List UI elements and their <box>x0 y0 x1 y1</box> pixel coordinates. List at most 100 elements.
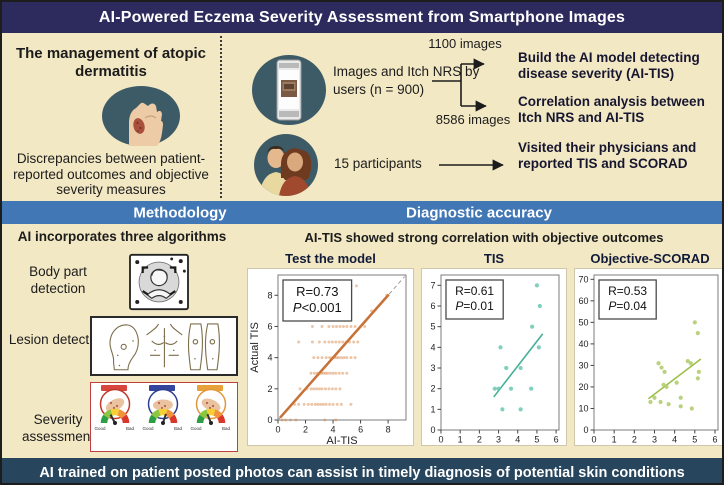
svg-text:8: 8 <box>267 290 272 300</box>
step-body-part-label: Body part detection <box>29 264 87 296</box>
svg-text:0: 0 <box>591 435 596 445</box>
results-section: AI incorporates three algorithms Body pa… <box>2 224 722 458</box>
lesion-detection-illustration <box>90 316 238 376</box>
svg-text:4: 4 <box>331 425 336 435</box>
svg-text:2: 2 <box>267 384 272 394</box>
problem-description: Discrepancies between patient-reported o… <box>13 151 209 198</box>
svg-text:3: 3 <box>496 435 501 445</box>
svg-text:30: 30 <box>578 360 588 370</box>
svg-text:0: 0 <box>430 425 435 435</box>
images-count-1100: 1100 images <box>428 36 502 51</box>
smartphone-icon <box>251 54 327 126</box>
svg-text:6: 6 <box>267 321 272 331</box>
methodology-header: Methodology <box>133 204 227 221</box>
page-title: AI-Powered Eczema Severity Assessment fr… <box>98 8 626 26</box>
body-part-detection-icon <box>128 253 190 311</box>
svg-text:40: 40 <box>578 339 588 349</box>
chart-test-the-model: Test the model 0 2 4 6 8 0 2 4 6 8 AI-TIS Actual TI… <box>247 248 414 446</box>
diagnostic-heading: AI-TIS showed strong correlation with ob… <box>304 230 664 245</box>
outcome-correlation: Correlation analysis between Itch NRS an… <box>518 94 705 126</box>
severity-assessment-illustration: Good Bad Good Bad Good Bad <box>90 382 238 452</box>
svg-text:50: 50 <box>578 317 588 327</box>
svg-text:AI-TIS: AI-TIS <box>326 435 357 446</box>
phone-users-label: Images and Itch NRS by users (n = 900) <box>333 64 480 97</box>
svg-text:5: 5 <box>430 322 435 332</box>
svg-text:0: 0 <box>438 435 443 445</box>
scatter-plot-tis: 0 1 2 3 4 5 6 0 1 2 3 4 5 6 7 R=0.61P=0.01 <box>421 268 567 446</box>
diagnostic-header: Diagnostic accuracy <box>406 204 552 221</box>
dotted-divider <box>220 36 222 198</box>
svg-text:2: 2 <box>477 435 482 445</box>
svg-text:8: 8 <box>386 425 391 435</box>
methodology-heading: AI incorporates three algorithms <box>17 229 227 244</box>
background-section: The management of atopic dermatitis Disc… <box>2 33 722 201</box>
eczema-hand-icon <box>101 85 181 147</box>
svg-text:R=0.53: R=0.53 <box>608 284 647 298</box>
svg-text:7: 7 <box>430 280 435 290</box>
participants-icon <box>254 134 318 196</box>
svg-text:Bad: Bad <box>126 426 135 431</box>
svg-text:3: 3 <box>652 435 657 445</box>
svg-text:3: 3 <box>430 363 435 373</box>
outcome-build-model: Build the AI model detecting disease sev… <box>518 50 700 82</box>
charts-row: Test the model 0 2 4 6 8 0 2 4 6 8 AI-TIS Actual TI… <box>247 248 722 446</box>
svg-text:R=0.61: R=0.61 <box>455 284 494 298</box>
outcome-physicians: Visited their physicians and reported TI… <box>518 140 697 172</box>
images-count-8586: 8586 images <box>435 112 511 127</box>
svg-text:Good: Good <box>142 426 154 431</box>
svg-text:20: 20 <box>578 382 588 392</box>
svg-text:1: 1 <box>458 435 463 445</box>
svg-text:10: 10 <box>578 403 588 413</box>
svg-text:Good: Good <box>190 426 202 431</box>
study-flow: Images and Itch NRS by users (n = 900) 1… <box>221 33 722 201</box>
svg-text:0: 0 <box>275 425 280 435</box>
svg-text:2: 2 <box>430 384 435 394</box>
diagnostic-column: AI-TIS showed strong correlation with ob… <box>242 224 722 458</box>
svg-text:4: 4 <box>430 342 435 352</box>
svg-text:70: 70 <box>578 274 588 284</box>
flow-arrows <box>432 58 504 171</box>
svg-text:5: 5 <box>534 435 539 445</box>
svg-text:0: 0 <box>267 415 272 425</box>
problem-heading: The management of atopic dermatitis <box>15 45 207 80</box>
svg-text:0: 0 <box>583 425 588 435</box>
svg-text:4: 4 <box>672 435 677 445</box>
svg-text:6: 6 <box>712 435 717 445</box>
svg-text:5: 5 <box>692 435 697 445</box>
chart-tis: TIS 0 1 2 3 4 5 6 0 1 2 3 4 5 6 7 R=0.61 P=0.01 <box>421 248 567 446</box>
scatter-plot-test-model: 0 2 4 6 8 0 2 4 6 8 AI-TIS Actual TIS R=0.73P<0.001 <box>247 268 414 446</box>
svg-text:P<0.001: P<0.001 <box>293 300 342 315</box>
participants-label: 15 participants <box>334 156 422 171</box>
svg-text:60: 60 <box>578 296 588 306</box>
svg-text:4: 4 <box>515 435 520 445</box>
svg-text:2: 2 <box>632 435 637 445</box>
section-header-bar: Methodology Diagnostic accuracy <box>2 201 722 224</box>
svg-text:R=0.73: R=0.73 <box>296 284 338 299</box>
svg-text:2: 2 <box>303 425 308 435</box>
svg-text:6: 6 <box>554 435 559 445</box>
chart-objective-scorad: Objective-SCORAD 0 1 2 3 4 5 6 0 10 20 30 40 50 60 70 R… <box>574 248 722 446</box>
svg-text:1: 1 <box>430 404 435 414</box>
problem-column: The management of atopic dermatitis Disc… <box>2 33 220 201</box>
svg-text:Bad: Bad <box>174 426 183 431</box>
conclusion-banner: AI trained on patient posted photos can … <box>2 458 722 483</box>
conclusion-text: AI trained on patient posted photos can … <box>39 464 685 481</box>
svg-text:6: 6 <box>430 301 435 311</box>
svg-text:P=0.04: P=0.04 <box>608 299 647 313</box>
svg-text:Actual TIS: Actual TIS <box>249 322 261 373</box>
methodology-column: AI incorporates three algorithms Body pa… <box>2 224 242 458</box>
step-severity-label: Severity assessment <box>21 412 95 444</box>
chart-title: Test the model <box>285 250 376 266</box>
step-lesion-label: Lesion detection <box>8 332 108 347</box>
svg-text:P=0.01: P=0.01 <box>455 299 494 313</box>
svg-text:6: 6 <box>358 425 363 435</box>
chart-title: Objective-SCORAD <box>590 250 710 266</box>
svg-text:Bad: Bad <box>222 426 231 431</box>
chart-title: TIS <box>483 250 505 266</box>
svg-text:Good: Good <box>94 426 106 431</box>
svg-text:1: 1 <box>612 435 617 445</box>
svg-text:4: 4 <box>267 353 272 363</box>
title-banner: AI-Powered Eczema Severity Assessment fr… <box>2 2 722 33</box>
